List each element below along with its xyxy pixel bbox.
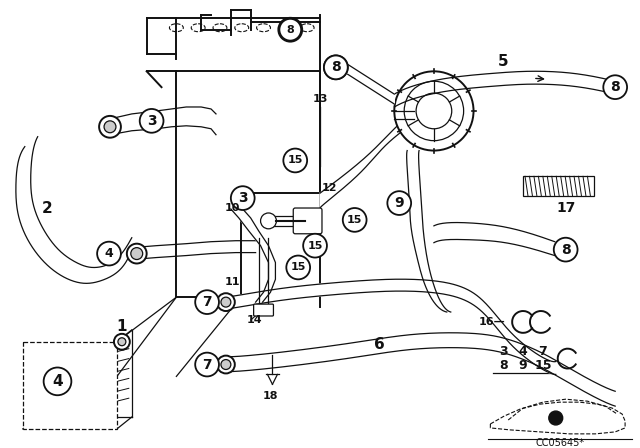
Text: 2: 2 — [42, 201, 53, 215]
Circle shape — [324, 56, 348, 79]
Circle shape — [278, 18, 302, 42]
Text: 9: 9 — [394, 196, 404, 210]
Text: 4: 4 — [52, 374, 63, 389]
Polygon shape — [226, 279, 556, 375]
Text: 7: 7 — [538, 345, 547, 358]
Text: 16—: 16— — [479, 317, 505, 327]
Polygon shape — [226, 333, 615, 406]
Polygon shape — [406, 151, 451, 312]
FancyBboxPatch shape — [293, 208, 322, 234]
Circle shape — [237, 192, 249, 204]
Circle shape — [140, 109, 163, 133]
Polygon shape — [110, 107, 216, 135]
Circle shape — [560, 244, 572, 255]
Text: 3: 3 — [238, 191, 248, 205]
Polygon shape — [132, 241, 255, 259]
Circle shape — [387, 191, 411, 215]
Circle shape — [104, 121, 116, 133]
Circle shape — [604, 75, 627, 99]
Text: 12: 12 — [322, 183, 338, 193]
Circle shape — [231, 186, 255, 210]
Circle shape — [114, 334, 130, 350]
Circle shape — [260, 213, 276, 229]
Polygon shape — [320, 92, 431, 208]
Circle shape — [303, 234, 327, 258]
Text: 7: 7 — [202, 295, 212, 309]
Text: 1: 1 — [116, 319, 127, 334]
Circle shape — [324, 56, 348, 79]
Text: 8: 8 — [561, 243, 570, 257]
Circle shape — [44, 367, 72, 395]
Circle shape — [99, 116, 121, 138]
Circle shape — [97, 242, 121, 266]
Text: 4: 4 — [518, 345, 527, 358]
Circle shape — [217, 293, 235, 311]
Circle shape — [118, 338, 126, 346]
Circle shape — [394, 71, 474, 151]
Circle shape — [604, 76, 626, 98]
Circle shape — [609, 81, 621, 93]
Polygon shape — [348, 65, 394, 104]
Text: 8: 8 — [331, 60, 340, 74]
FancyBboxPatch shape — [523, 177, 595, 196]
Text: 17: 17 — [556, 201, 575, 215]
Circle shape — [221, 297, 231, 307]
Text: 15: 15 — [291, 263, 306, 272]
FancyBboxPatch shape — [253, 304, 273, 316]
Text: 18: 18 — [263, 391, 278, 401]
Circle shape — [232, 187, 253, 209]
Circle shape — [343, 208, 367, 232]
Circle shape — [554, 238, 577, 262]
Circle shape — [286, 255, 310, 280]
Polygon shape — [434, 223, 555, 255]
Text: 8: 8 — [287, 25, 294, 34]
Circle shape — [131, 248, 143, 259]
Text: 14: 14 — [246, 315, 262, 325]
Circle shape — [221, 360, 231, 370]
Polygon shape — [16, 137, 132, 283]
Text: 5: 5 — [498, 54, 509, 69]
Circle shape — [280, 19, 301, 41]
Circle shape — [549, 411, 563, 425]
Text: 15: 15 — [287, 155, 303, 165]
Circle shape — [217, 356, 235, 374]
Polygon shape — [269, 216, 310, 226]
Text: 4: 4 — [104, 247, 113, 260]
Circle shape — [127, 244, 147, 263]
Text: 15: 15 — [307, 241, 323, 251]
Circle shape — [329, 60, 343, 74]
Circle shape — [284, 23, 297, 37]
Circle shape — [555, 239, 577, 261]
Text: 8: 8 — [611, 80, 620, 94]
Circle shape — [284, 149, 307, 172]
Circle shape — [195, 353, 219, 376]
Text: 6: 6 — [374, 337, 385, 352]
Polygon shape — [231, 209, 275, 302]
Text: 15: 15 — [347, 215, 362, 225]
Text: 9: 9 — [519, 359, 527, 372]
Text: 10: 10 — [225, 203, 241, 213]
Circle shape — [195, 290, 219, 314]
Text: 7: 7 — [202, 358, 212, 371]
Bar — [23, 342, 117, 429]
Text: 13: 13 — [312, 94, 328, 104]
Polygon shape — [259, 238, 269, 307]
Text: 11: 11 — [225, 277, 241, 287]
Polygon shape — [394, 71, 615, 107]
Text: 3: 3 — [147, 114, 156, 128]
Text: CC05645*: CC05645* — [535, 438, 584, 448]
Text: 15: 15 — [534, 359, 552, 372]
Text: 3: 3 — [499, 345, 508, 358]
Text: 8: 8 — [499, 359, 508, 372]
